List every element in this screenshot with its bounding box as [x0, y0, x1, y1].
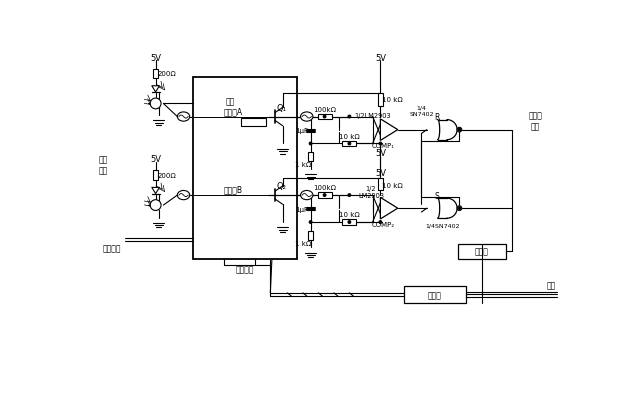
- Bar: [308, 231, 313, 240]
- Text: 5V: 5V: [150, 155, 161, 164]
- Text: 100kΩ: 100kΩ: [313, 185, 336, 191]
- Text: 流体
液面: 流体 液面: [98, 155, 107, 174]
- Bar: [404, 286, 466, 303]
- Text: 10 kΩ: 10 kΩ: [382, 97, 402, 103]
- Bar: [342, 220, 356, 225]
- Circle shape: [458, 207, 461, 210]
- Bar: [458, 244, 506, 259]
- Text: 1 kΩ: 1 kΩ: [295, 240, 311, 246]
- Bar: [193, 77, 298, 259]
- Bar: [378, 94, 383, 107]
- Text: Q₁: Q₁: [276, 103, 286, 113]
- Text: 1 kΩ: 1 kΩ: [295, 162, 311, 168]
- Bar: [378, 179, 383, 191]
- Circle shape: [379, 221, 382, 224]
- Polygon shape: [152, 188, 159, 194]
- Ellipse shape: [177, 113, 190, 122]
- Text: 100kΩ: 100kΩ: [313, 107, 336, 113]
- Text: 10 kΩ: 10 kΩ: [339, 212, 360, 218]
- Text: Q₂: Q₂: [276, 182, 286, 191]
- Circle shape: [379, 143, 382, 146]
- Text: 水平面B: 水平面B: [224, 185, 243, 194]
- Polygon shape: [381, 198, 398, 219]
- Bar: [308, 152, 313, 162]
- Ellipse shape: [301, 113, 313, 122]
- Text: 入口: 入口: [546, 281, 556, 290]
- Text: 1μF: 1μF: [295, 207, 308, 213]
- Text: 10 kΩ: 10 kΩ: [339, 134, 360, 140]
- Circle shape: [150, 200, 161, 211]
- Ellipse shape: [301, 191, 313, 200]
- Text: 1μF: 1μF: [295, 128, 308, 134]
- Text: 1/2
LM2903: 1/2 LM2903: [358, 185, 384, 198]
- Circle shape: [323, 116, 326, 119]
- Circle shape: [348, 143, 351, 146]
- Circle shape: [457, 128, 462, 133]
- Text: 10 kΩ: 10 kΩ: [382, 182, 402, 188]
- Text: R: R: [434, 113, 439, 122]
- Bar: [153, 171, 158, 180]
- Circle shape: [309, 143, 312, 146]
- Circle shape: [150, 99, 161, 109]
- Text: 200Ω: 200Ω: [157, 71, 176, 77]
- Bar: [318, 193, 331, 198]
- Circle shape: [457, 207, 462, 211]
- Text: 透明容器: 透明容器: [236, 265, 254, 274]
- Polygon shape: [381, 119, 398, 141]
- Circle shape: [348, 221, 351, 224]
- Polygon shape: [152, 87, 159, 93]
- Text: 缓冲器: 缓冲器: [475, 247, 489, 256]
- Text: 1/4
SN7402: 1/4 SN7402: [409, 106, 434, 116]
- Text: COMP₂: COMP₂: [372, 221, 395, 227]
- Ellipse shape: [177, 191, 190, 200]
- Text: 1/2LM2903: 1/2LM2903: [354, 113, 391, 119]
- Text: COMP₁: COMP₁: [372, 143, 395, 149]
- Text: 水平面A: 水平面A: [224, 107, 243, 115]
- Text: 5V: 5V: [375, 169, 386, 178]
- Text: 浮体: 浮体: [226, 97, 234, 106]
- Bar: [318, 115, 331, 120]
- Circle shape: [323, 194, 326, 197]
- Text: 流体出口: 流体出口: [102, 243, 121, 252]
- Text: 5V: 5V: [150, 54, 161, 63]
- Text: S: S: [434, 191, 439, 200]
- Text: 流体泵: 流体泵: [428, 290, 441, 299]
- Bar: [153, 70, 158, 79]
- Text: 1/4SN7402: 1/4SN7402: [425, 223, 459, 228]
- Text: 触发器
输出: 触发器 输出: [529, 111, 542, 131]
- Bar: [241, 119, 266, 126]
- Text: 5V: 5V: [375, 54, 386, 63]
- Text: 200Ω: 200Ω: [157, 172, 176, 178]
- Circle shape: [458, 129, 461, 132]
- Bar: [342, 142, 356, 147]
- Circle shape: [348, 116, 351, 119]
- Text: 5V: 5V: [375, 149, 386, 158]
- Circle shape: [348, 194, 351, 197]
- Circle shape: [309, 221, 312, 224]
